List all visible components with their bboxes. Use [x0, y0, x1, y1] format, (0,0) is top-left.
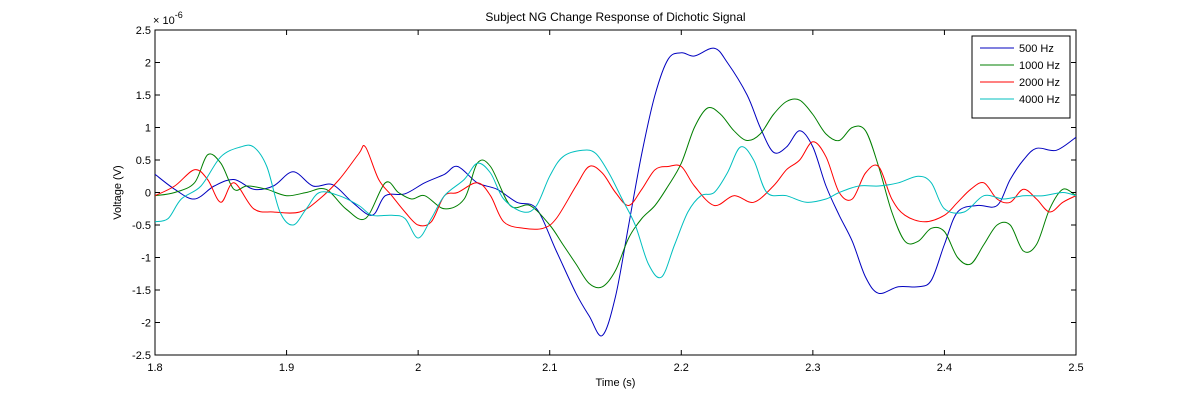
x-tick-label: 2.3 [805, 362, 820, 374]
legend-entry: 1000 Hz [1019, 60, 1060, 72]
series-line-4000-hz [155, 144, 1076, 279]
y-tick-label: -1.5 [132, 285, 151, 297]
series-layer [155, 47, 1076, 337]
legend-entry: 500 Hz [1019, 43, 1054, 55]
chart-title: Subject NG Change Response of Dichotic S… [485, 10, 745, 24]
legend-entry: 4000 Hz [1019, 94, 1060, 106]
y-tick-label: 0.5 [136, 155, 151, 167]
series-line-1000-hz [155, 98, 1076, 289]
y-tick-label: -0.5 [132, 220, 151, 232]
series-line-500-hz [155, 47, 1076, 337]
series-line-2000-hz [155, 141, 1076, 230]
x-tick-label: 2 [415, 362, 421, 374]
y-tick-label: 2 [145, 58, 151, 70]
y-tick-label: -2.5 [132, 350, 151, 362]
legend: 500 Hz 1000 Hz 2000 Hz 4000 Hz [971, 35, 1071, 119]
y-tick-label: -1 [141, 253, 151, 265]
legend-entry: 2000 Hz [1019, 77, 1060, 89]
x-tick-label: 1.8 [147, 362, 162, 374]
y-tick-label: 1 [145, 123, 151, 135]
y-exponent-base: × 10 [153, 15, 175, 27]
ticks-layer: 1.8 1.9 2 2.1 2.2 2.3 2.4 2.5 -2.5 -2 -1.5 -1 -0.5 0 0… [132, 25, 1084, 374]
x-tick-label: 1.9 [279, 362, 294, 374]
legend-box [971, 35, 1071, 119]
x-tick-label: 2.4 [937, 362, 952, 374]
y-tick-label: -2 [141, 318, 151, 330]
y-tick-label: 2.5 [136, 25, 151, 37]
y-exponent-power: -6 [175, 10, 183, 20]
x-tick-label: 2.2 [674, 362, 689, 374]
y-tick-label: 1.5 [136, 90, 151, 102]
y-tick-label: 0 [145, 188, 151, 200]
x-tick-label: 2.1 [542, 362, 557, 374]
x-axis-label: Time (s) [596, 377, 636, 389]
y-exponent-multiplier: × 10-6 [153, 10, 183, 27]
y-axis-label: Voltage (V) [112, 165, 124, 219]
x-tick-label: 2.5 [1068, 362, 1083, 374]
